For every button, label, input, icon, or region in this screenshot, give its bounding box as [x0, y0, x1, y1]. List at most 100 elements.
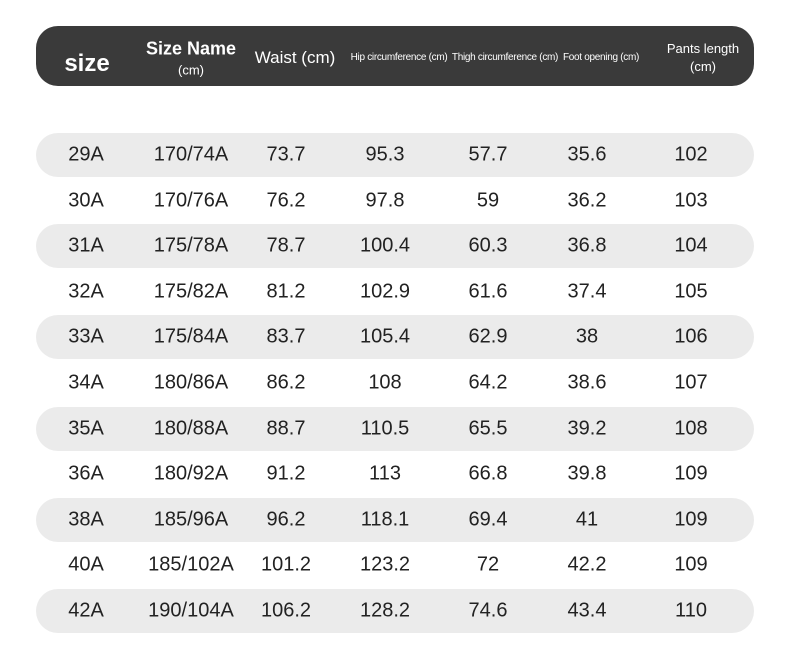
table-cell: 106 [674, 325, 708, 348]
table-cell: 78.7 [266, 234, 306, 257]
table-cell: 100.4 [359, 234, 411, 257]
header-text: Pants length [666, 40, 740, 56]
table-cell: 105 [674, 280, 708, 303]
table-cell: 65.5 [468, 417, 508, 440]
table-cell: 97.8 [365, 189, 405, 212]
table-cell: 108 [368, 371, 402, 394]
table-cell: 86.2 [266, 371, 306, 394]
table-cell: 104 [674, 234, 708, 257]
table-cell: 36.8 [567, 234, 607, 257]
table-cell: 96.2 [266, 508, 306, 531]
table-cell: 106.2 [260, 599, 312, 622]
table-cell: 72 [476, 553, 500, 576]
table-cell: 34A [68, 371, 104, 394]
header-text: Thigh circumference (cm) [451, 52, 559, 63]
header-cell: Size Name (cm) [146, 36, 236, 79]
row-stripe [36, 406, 754, 451]
table-cell: 109 [674, 553, 708, 576]
table-cell: 101.2 [260, 553, 312, 576]
header-text: (cm) [690, 59, 716, 74]
table-cell: 62.9 [468, 325, 508, 348]
table-cell: 64.2 [468, 371, 508, 394]
header-text: Foot opening (cm) [562, 52, 640, 63]
table-cell: 81.2 [266, 280, 306, 303]
row-stripe [36, 315, 754, 360]
table-cell: 175/84A [153, 325, 229, 348]
header-text: Waist (cm) [254, 48, 336, 68]
table-cell: 40A [68, 553, 104, 576]
table-cell: 175/82A [153, 280, 229, 303]
table-cell: 38.6 [567, 371, 607, 394]
table-cell: 36.2 [567, 189, 607, 212]
header-cell: Thigh circumference (cm) [452, 51, 558, 65]
table-cell: 113 [369, 462, 401, 485]
table-cell: 102.9 [359, 280, 411, 303]
table-cell: 118.1 [360, 508, 410, 531]
table-cell: 83.7 [266, 325, 306, 348]
table-cell: 91.2 [266, 462, 306, 485]
table-cell: 175/78A [153, 234, 229, 257]
table-cell: 42.2 [567, 553, 607, 576]
row-stripe [36, 224, 754, 269]
table-cell: 180/92A [153, 462, 229, 485]
row-stripe [36, 133, 754, 177]
table-cell: 73.7 [266, 143, 306, 166]
table-cell: 103 [674, 189, 708, 212]
table-cell: 42A [68, 599, 104, 622]
header-cell: Pants length (cm) [667, 40, 739, 76]
table-cell: 128.2 [359, 599, 411, 622]
table-cell: 110.5 [360, 417, 410, 440]
table-cell: 107 [674, 371, 708, 394]
header-bar [36, 26, 754, 86]
row-stripe [36, 589, 754, 633]
table-cell: 109 [674, 462, 708, 485]
table-cell: 110 [675, 599, 707, 622]
table-cell: 185/102A [148, 553, 234, 576]
table-cell: 29A [68, 143, 104, 166]
table-cell: 180/88A [153, 417, 229, 440]
header-cell: Hip circumference (cm) [351, 51, 448, 65]
table-cell: 35A [68, 417, 104, 440]
header-text: Size Name [145, 38, 237, 59]
table-cell: 43.4 [567, 599, 607, 622]
row-stripe [36, 497, 754, 542]
header-text: Hip circumference (cm) [350, 52, 448, 63]
table-cell: 36A [68, 462, 104, 485]
table-cell: 102 [674, 143, 708, 166]
table-cell: 76.2 [266, 189, 306, 212]
table-cell: 190/104A [148, 599, 234, 622]
table-cell: 39.2 [567, 417, 607, 440]
table-cell: 170/76A [153, 189, 229, 212]
table-cell: 66.8 [468, 462, 508, 485]
table-cell: 60.3 [468, 234, 508, 257]
table-cell: 88.7 [266, 417, 306, 440]
header-cell: size [64, 47, 109, 81]
table-cell: 35.6 [567, 143, 607, 166]
table-cell: 170/74A [153, 143, 229, 166]
table-cell: 32A [68, 280, 104, 303]
table-cell: 57.7 [468, 143, 508, 166]
table-cell: 38 [575, 325, 599, 348]
table-cell: 74.6 [468, 599, 508, 622]
table-cell: 108 [674, 417, 708, 440]
table-cell: 95.3 [365, 143, 405, 166]
table-cell: 59 [476, 189, 500, 212]
table-cell: 185/96A [153, 508, 229, 531]
table-cell: 39.8 [567, 462, 607, 485]
table-cell: 105.4 [359, 325, 411, 348]
table-cell: 31A [68, 234, 104, 257]
table-cell: 30A [68, 189, 104, 212]
table-cell: 61.6 [468, 280, 508, 303]
header-cell: Foot opening (cm) [563, 51, 639, 65]
table-cell: 37.4 [567, 280, 607, 303]
table-cell: 41 [575, 508, 599, 531]
header-text: (cm) [177, 62, 204, 78]
header-cell: Waist (cm) [255, 46, 336, 70]
table-cell: 33A [68, 325, 104, 348]
table-cell: 69.4 [468, 508, 508, 531]
table-cell: 123.2 [359, 553, 411, 576]
table-cell: 38A [68, 508, 104, 531]
header-text: size [64, 50, 110, 78]
table-cell: 180/86A [153, 371, 229, 394]
